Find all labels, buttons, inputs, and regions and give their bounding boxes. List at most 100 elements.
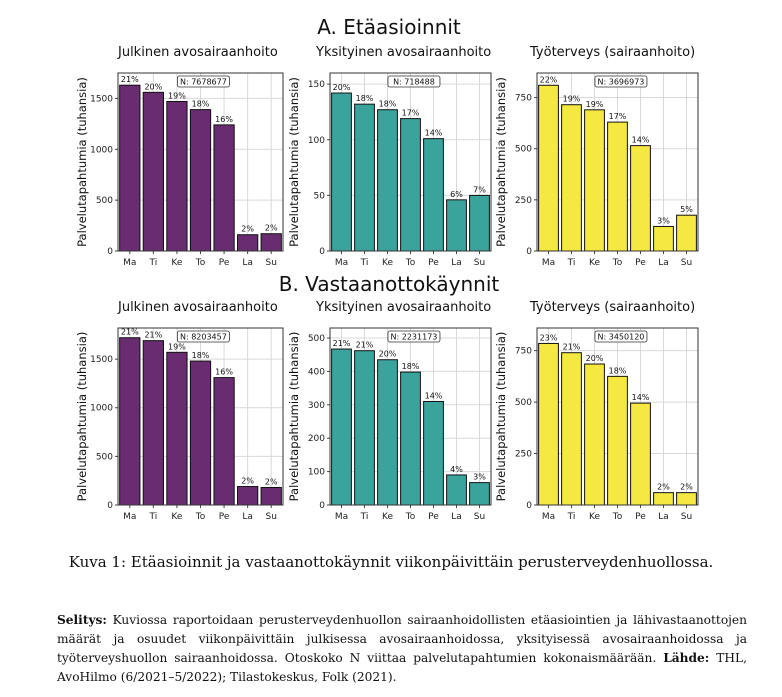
- panel-5-bar-Su: [469, 482, 490, 506]
- panel-2-bar-label-Pe: 14%: [425, 129, 443, 138]
- panel-5-title: Yksityinen avosairaanhoito: [315, 300, 491, 315]
- panel-4-tick-label-x: Pe: [219, 512, 230, 522]
- panel-2-tick-label-x: Su: [474, 258, 485, 268]
- panel-5-bar-label-Ti: 21%: [356, 341, 374, 350]
- panel-1-bar-label-Ma: 21%: [121, 75, 139, 84]
- panel-5-bar-La: [446, 474, 467, 506]
- panel-3-tick-label-x: Pe: [635, 258, 646, 268]
- panel-6-tick-label-y: 0: [526, 501, 532, 511]
- panel-2-n-label: N: 718488: [393, 78, 435, 87]
- panel-2-tick-label-x: La: [451, 258, 462, 268]
- panel-3-bar-label-Su: 5%: [680, 205, 693, 214]
- panel-5-tick-label-x: Pe: [428, 512, 439, 522]
- panel-4-tick-label-y: 0: [107, 501, 113, 511]
- panel-6-tick-label-x: La: [658, 512, 669, 522]
- panel-6-bar-Su: [676, 492, 697, 506]
- panel-3-bar-label-Ma: 22%: [540, 75, 558, 84]
- panel-2-bar-label-To: 17%: [402, 109, 420, 118]
- panel-1-bar-label-Su: 2%: [265, 224, 278, 233]
- panel-2-n-box: [387, 75, 441, 88]
- panel-3-bar-label-La: 3%: [657, 216, 670, 225]
- panel-5-bar-label-To: 18%: [402, 362, 420, 371]
- panel-5-bar-label-Ma: 21%: [333, 339, 351, 348]
- panel-6-tick-label-x: Ke: [589, 512, 600, 522]
- panel-1-bar-To: [189, 109, 212, 252]
- panel-3-n-box: [594, 75, 648, 88]
- panel-4-tick-label-x: La: [242, 512, 253, 522]
- panel-4-n-box: [176, 330, 230, 343]
- panel-4-bar-label-Ma: 21%: [121, 328, 139, 337]
- panel-6-frame: [536, 327, 699, 506]
- panel-1-tick-label-y: 500: [96, 196, 113, 206]
- panel-4-tick-label-x: To: [195, 512, 206, 522]
- note-source-label: Lähde:: [663, 651, 710, 665]
- section-title-b: B. Vastaanottokäynnit: [279, 272, 500, 296]
- panel-5-tick-label-y: 500: [308, 334, 325, 344]
- panel-4-n-label: N: 8203457: [180, 333, 227, 342]
- panel-5-bar-label-Pe: 14%: [425, 391, 443, 400]
- panel-6-bar-Pe: [630, 402, 651, 506]
- panel-6-bar-La: [653, 492, 674, 506]
- panel-4-bar-La: [237, 486, 259, 506]
- panel-6-bar-label-Ti: 21%: [563, 343, 581, 352]
- panel-2-bar-label-Ke: 18%: [379, 100, 397, 109]
- panel-3-bar-label-Ke: 19%: [586, 100, 604, 109]
- panel-3-y-axis-label: Palvelutapahtumia (tuhansia): [494, 77, 508, 247]
- panel-2-tick-label-y: 100: [308, 136, 325, 146]
- panel-4-bar-Pe: [213, 377, 235, 506]
- panel-5-n-box: [387, 330, 441, 343]
- panel-6-bar-label-Ma: 23%: [540, 333, 558, 342]
- panel-4-bar-label-To: 18%: [192, 351, 210, 360]
- panel-4-bar-Ti: [142, 340, 164, 506]
- panel-4-tick-label-y: 1500: [90, 355, 113, 365]
- section-title-a: A. Etäasioinnit: [317, 15, 461, 39]
- panel-3-tick-label-y: 750: [515, 94, 532, 104]
- panel-5-tick-label-y: 100: [308, 468, 325, 478]
- panel-5-tick-label-x: To: [405, 512, 416, 522]
- panel-5-y-axis-label: Palvelutapahtumia (tuhansia): [287, 332, 301, 502]
- panel-6-n-box: [594, 330, 648, 343]
- panel-1-bar-label-To: 18%: [192, 100, 210, 109]
- panel-6-title: Työterveys (sairaanhoito): [529, 300, 695, 315]
- panel-1-tick-label-x: La: [242, 258, 253, 268]
- panel-3-tick-label-y: 500: [515, 145, 532, 155]
- panel-1-tick-label-x: Pe: [219, 258, 230, 268]
- panel-2-bar-label-La: 6%: [450, 190, 463, 199]
- panel-4-bar-Ke: [166, 351, 188, 506]
- panel-2-tick-label-y: 150: [308, 80, 325, 90]
- panel-2-bar-label-Su: 7%: [473, 185, 486, 194]
- panel-2-bar-Ti: [354, 103, 375, 252]
- panel-3-tick-label-x: Ke: [589, 258, 600, 268]
- panel-4-bar-label-Ke: 19%: [168, 342, 186, 351]
- panel-3-bar-Pe: [630, 145, 651, 252]
- panel-2-tick-label-x: Ma: [335, 258, 348, 268]
- panel-5-bar-Ti: [354, 350, 375, 506]
- panel-4-bar-Su: [260, 486, 282, 506]
- panel-6-bar-label-Su: 2%: [680, 483, 693, 492]
- panel-5-tick-label-y: 300: [308, 401, 325, 411]
- panel-5-bar-Ke: [377, 359, 398, 506]
- panel-3-tick-label-y: 250: [515, 196, 532, 206]
- panel-3-n-label: N: 3696973: [598, 78, 645, 87]
- panel-6-tick-label-x: Ti: [567, 512, 576, 522]
- panel-1-bar-Su: [260, 233, 282, 252]
- panel-2-bar-Pe: [423, 138, 444, 252]
- panel-5-bar-Ma: [331, 348, 352, 506]
- panel-4-bar-label-Ti: 21%: [144, 331, 162, 340]
- panel-6-tick-label-x: Ma: [542, 512, 555, 522]
- panel-4-tick-label-x: Su: [266, 512, 277, 522]
- panel-6-bar-Ke: [584, 363, 605, 506]
- panel-1-bar-label-Pe: 16%: [215, 115, 233, 124]
- panel-1-bar-Ke: [166, 100, 188, 252]
- panel-3-tick-label-x: Su: [681, 258, 692, 268]
- panel-2-bar-Su: [469, 194, 490, 252]
- panel-5-tick-label-x: Su: [474, 512, 485, 522]
- panel-2-tick-label-y: 50: [314, 191, 326, 201]
- panel-4-tick-label-x: Ti: [148, 512, 157, 522]
- panel-4-bar-label-La: 2%: [241, 477, 254, 486]
- panel-5-bar-label-Su: 3%: [473, 473, 486, 482]
- note-source-text: THL, AvoHilmo (6/2021–5/2022); Tilastoke…: [57, 651, 747, 684]
- panel-6-n-label: N: 3450120: [598, 333, 645, 342]
- panel-4-bar-Ma: [119, 337, 141, 506]
- panel-2-tick-label-x: Ti: [360, 258, 369, 268]
